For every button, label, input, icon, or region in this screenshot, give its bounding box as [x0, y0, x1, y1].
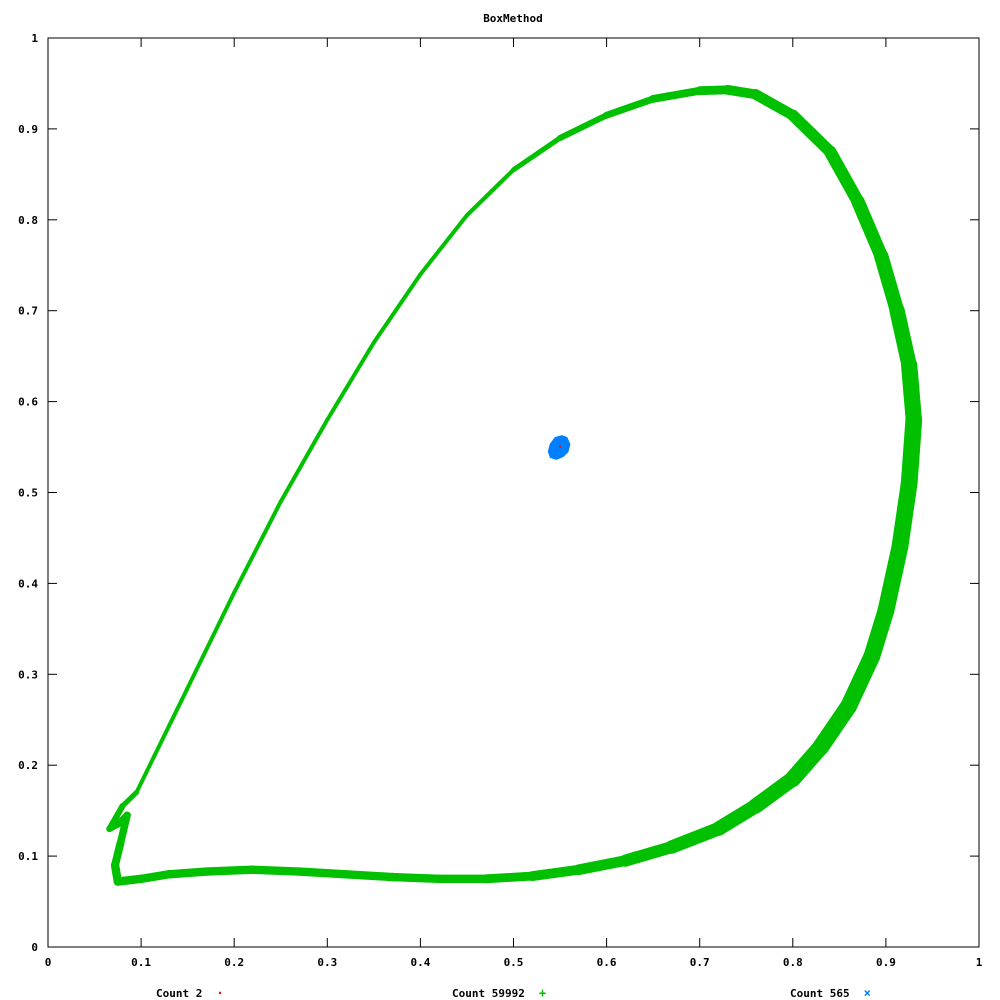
legend-marker-cross-icon: ×: [863, 986, 871, 1000]
series-count-59992-segment: [134, 685, 190, 795]
series-count-565-cluster: [547, 435, 571, 460]
series-count-59992-segment: [711, 798, 763, 837]
series-count-2-point: [559, 445, 561, 447]
series-count-59992-segment: [900, 411, 923, 492]
series-count-59992-segment: [185, 590, 237, 690]
series-count-59992-segment: [481, 871, 537, 884]
series-count-59992-segment: [388, 872, 444, 884]
legend-marker-plus-icon: +: [538, 986, 547, 1000]
series-count-59992-segment: [874, 248, 905, 318]
series-count-59992-segment: [527, 864, 584, 881]
series-count-59992-segment: [901, 357, 922, 428]
y-tick-label: 0.2: [18, 759, 38, 772]
legend-marker-dot-icon: ·: [216, 986, 224, 1000]
y-tick-label: 0.5: [18, 487, 38, 500]
axis-ticks: 0 0.1 0.2 0.3 0.4 0.5 0.6 0.7 0.8 0.9 1 0 0.1 0.2 0.3 0…: [18, 32, 983, 969]
series-count-59992-segment: [891, 475, 918, 556]
y-tick-label: 0.7: [18, 305, 38, 318]
legend-entry-count-565: Count 565 ×: [790, 986, 871, 1000]
series-count-59992-segment: [747, 771, 801, 814]
series-count-59992-segment: [232, 499, 283, 595]
x-tick-label: 0.1: [131, 956, 151, 969]
series-count-59992-segment: [164, 867, 211, 879]
series-count-59992-segment: [619, 840, 678, 867]
series-count-59992-segment: [823, 145, 865, 208]
x-tick-label: 0.8: [783, 956, 803, 969]
series-count-59992-segment: [248, 865, 304, 876]
y-tick-label: 0.4: [18, 577, 38, 590]
series-count-59992-segment: [418, 213, 469, 277]
series-count-59992-segment: [111, 838, 125, 870]
series-count-59992-segment: [877, 538, 909, 620]
legend-entry-count-59992: Count 59992 +: [452, 986, 546, 1000]
series-count-59992-segment: [665, 822, 726, 854]
series-count-59992-segment: [119, 789, 140, 809]
y-tick-label: 0.6: [18, 396, 38, 409]
y-tick-label: 0.3: [18, 668, 38, 681]
series-count-59992-segment: [106, 803, 126, 832]
y-tick-label: 0: [31, 941, 38, 954]
chart-title: BoxMethod: [483, 12, 543, 25]
series-count-59992-segment: [341, 870, 397, 882]
series-count-59992-segment: [325, 340, 376, 422]
legend-label: Count 2: [156, 986, 203, 1000]
series-count-59992-segment: [573, 855, 631, 876]
series-count-59992-segment: [889, 303, 917, 373]
x-tick-label: 0.3: [317, 956, 337, 969]
series-count-59992-segment: [278, 417, 330, 504]
legend-label: Count 565: [790, 986, 850, 1000]
series-count-59992-segment: [603, 95, 657, 119]
series-count-59992-segment: [464, 167, 516, 218]
x-tick-label: 0.4: [410, 956, 430, 969]
x-tick-label: 0.9: [876, 956, 896, 969]
series-count-59992-segment: [840, 647, 881, 715]
series-count-59992-segment: [136, 870, 174, 884]
series-layer: [106, 84, 923, 886]
x-tick-label: 0: [45, 956, 52, 969]
series-count-59992-segment: [295, 867, 351, 879]
x-tick-label: 0.6: [597, 956, 617, 969]
series-count-59992-segment: [812, 697, 858, 756]
series-count-59992-segment: [371, 272, 423, 345]
x-tick-label: 0.5: [504, 956, 524, 969]
x-tick-label: 0.2: [224, 956, 244, 969]
y-tick-label: 0.9: [18, 123, 38, 136]
x-tick-label: 1: [976, 956, 983, 969]
y-tick-label: 1: [31, 32, 38, 45]
series-count-59992-segment: [202, 865, 258, 876]
series-count-59992-segment: [750, 89, 799, 121]
series-count-59992-segment: [851, 194, 888, 263]
x-tick-label: 0.7: [690, 956, 710, 969]
y-tick-label: 0.8: [18, 214, 38, 227]
series-count-59992-segment: [649, 86, 704, 103]
y-tick-label: 0.1: [18, 850, 38, 863]
series-count-59992-segment: [557, 112, 610, 142]
legend-entry-count-2: Count 2 ·: [156, 986, 224, 1000]
series-count-59992-segment: [786, 109, 836, 158]
series-count-59992-segment: [510, 135, 563, 173]
legend-label: Count 59992: [452, 986, 525, 1000]
